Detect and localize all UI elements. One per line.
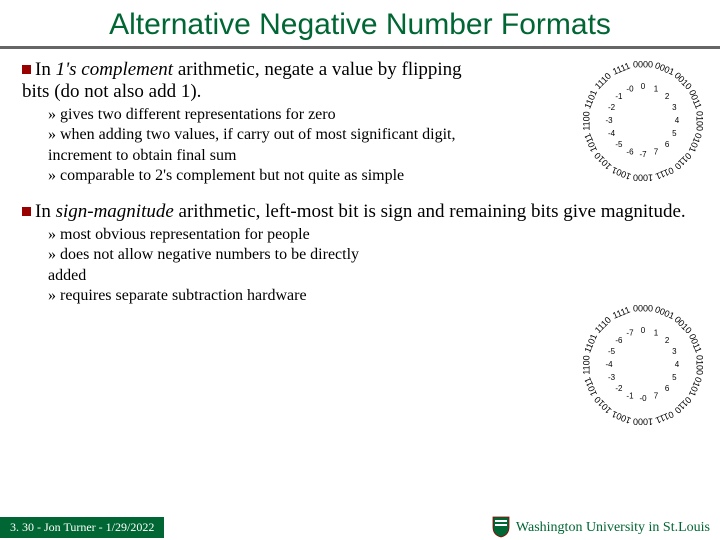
sub-bullet-1a: gives two different representations for …: [22, 105, 467, 125]
svg-text:0100: 0100: [695, 355, 705, 375]
svg-text:1110: 1110: [593, 71, 613, 91]
svg-text:1111: 1111: [611, 305, 631, 321]
svg-text:0000: 0000: [633, 303, 653, 313]
svg-text:0010: 0010: [672, 70, 693, 91]
svg-text:1001: 1001: [610, 165, 632, 182]
emphasis-2: sign-magnitude: [56, 201, 174, 222]
svg-text:0010: 0010: [672, 314, 693, 335]
lead-rest-2: arithmetic, left-most bit is sign and re…: [174, 201, 686, 222]
lead-in-2: In: [35, 201, 56, 222]
footer-page-info: 3. 30 - Jon Turner - 1/29/2022: [0, 517, 164, 538]
svg-text:0111: 0111: [654, 409, 675, 425]
svg-text:-7: -7: [626, 329, 634, 338]
svg-text:0011: 0011: [687, 332, 704, 354]
lead-in: In: [35, 59, 56, 80]
svg-text:1110: 1110: [593, 315, 613, 335]
svg-text:1010: 1010: [592, 394, 613, 415]
svg-text:0110: 0110: [673, 395, 694, 416]
sub-bullet-2c: requires separate subtraction hardware: [22, 286, 382, 306]
number-wheel-ones-complement: 0000000011001020011301004010150110601117…: [578, 56, 708, 186]
svg-text:-0: -0: [626, 85, 634, 94]
svg-text:5: 5: [672, 373, 677, 382]
svg-text:-5: -5: [615, 140, 623, 149]
svg-text:-6: -6: [626, 148, 634, 157]
svg-text:1100: 1100: [581, 111, 591, 130]
svg-text:1100: 1100: [581, 355, 591, 374]
svg-text:0000: 0000: [633, 59, 653, 69]
svg-text:0001: 0001: [654, 60, 676, 77]
svg-text:5: 5: [672, 129, 677, 138]
university-name: Washington University in St.Louis: [516, 520, 710, 535]
svg-text:1000: 1000: [633, 173, 653, 183]
svg-text:1011: 1011: [582, 132, 599, 154]
svg-text:0: 0: [641, 326, 646, 335]
svg-text:1: 1: [654, 329, 659, 338]
bullet-icon: [22, 207, 31, 216]
section-sign-magnitude: In sign-magnitude arithmetic, left-most …: [22, 201, 700, 307]
svg-text:-5: -5: [608, 347, 616, 356]
svg-text:2: 2: [665, 92, 670, 101]
svg-text:-0: -0: [639, 394, 647, 403]
sub-bullet-2a: most obvious representation for people: [22, 225, 382, 245]
svg-text:-4: -4: [605, 360, 613, 369]
svg-text:6: 6: [665, 384, 670, 393]
svg-text:6: 6: [665, 140, 670, 149]
svg-text:0: 0: [641, 82, 646, 91]
svg-text:0100: 0100: [695, 111, 705, 131]
svg-text:-4: -4: [608, 129, 616, 138]
emphasis-1: 1's complement: [56, 59, 174, 80]
svg-text:1111: 1111: [611, 61, 631, 77]
slide-title: Alternative Negative Number Formats: [0, 0, 720, 46]
svg-text:-6: -6: [615, 336, 623, 345]
paragraph-lead-2: In sign-magnitude arithmetic, left-most …: [22, 201, 700, 223]
svg-text:-2: -2: [615, 384, 623, 393]
svg-text:3: 3: [672, 347, 677, 356]
svg-text:1: 1: [654, 85, 659, 94]
svg-text:-3: -3: [605, 116, 613, 125]
footer: 3. 30 - Jon Turner - 1/29/2022 Washingto…: [0, 514, 720, 540]
svg-text:0101: 0101: [687, 376, 704, 398]
svg-text:0111: 0111: [654, 165, 675, 181]
sub-bullet-1b: when adding two values, if carry out of …: [22, 125, 467, 166]
svg-text:1001: 1001: [610, 409, 632, 426]
bullet-icon: [22, 65, 31, 74]
svg-text:2: 2: [665, 336, 670, 345]
svg-text:3: 3: [672, 103, 677, 112]
svg-text:-7: -7: [639, 150, 647, 159]
svg-text:7: 7: [654, 148, 659, 157]
svg-text:-1: -1: [615, 92, 623, 101]
svg-text:0101: 0101: [687, 132, 704, 154]
svg-text:1000: 1000: [633, 417, 653, 427]
svg-text:0011: 0011: [687, 88, 704, 110]
shield-icon: [492, 516, 510, 538]
svg-text:1010: 1010: [592, 150, 613, 171]
svg-text:1011: 1011: [582, 376, 599, 398]
svg-text:-1: -1: [626, 392, 634, 401]
svg-text:4: 4: [675, 116, 680, 125]
footer-logo: Washington University in St.Louis: [492, 516, 710, 538]
svg-text:0110: 0110: [673, 151, 694, 172]
sub-bullet-2b: does not allow negative numbers to be di…: [22, 245, 382, 286]
svg-text:1101: 1101: [582, 88, 599, 110]
sub-bullet-1c: comparable to 2's complement but not qui…: [22, 166, 467, 186]
number-wheel-sign-magnitude: 0000000011001020011301004010150110601117…: [578, 300, 708, 430]
title-divider: [0, 46, 720, 49]
svg-text:-2: -2: [608, 103, 616, 112]
svg-text:1101: 1101: [582, 332, 599, 354]
svg-text:-3: -3: [608, 373, 616, 382]
svg-text:7: 7: [654, 392, 659, 401]
svg-text:4: 4: [675, 360, 680, 369]
svg-text:0001: 0001: [654, 304, 676, 321]
